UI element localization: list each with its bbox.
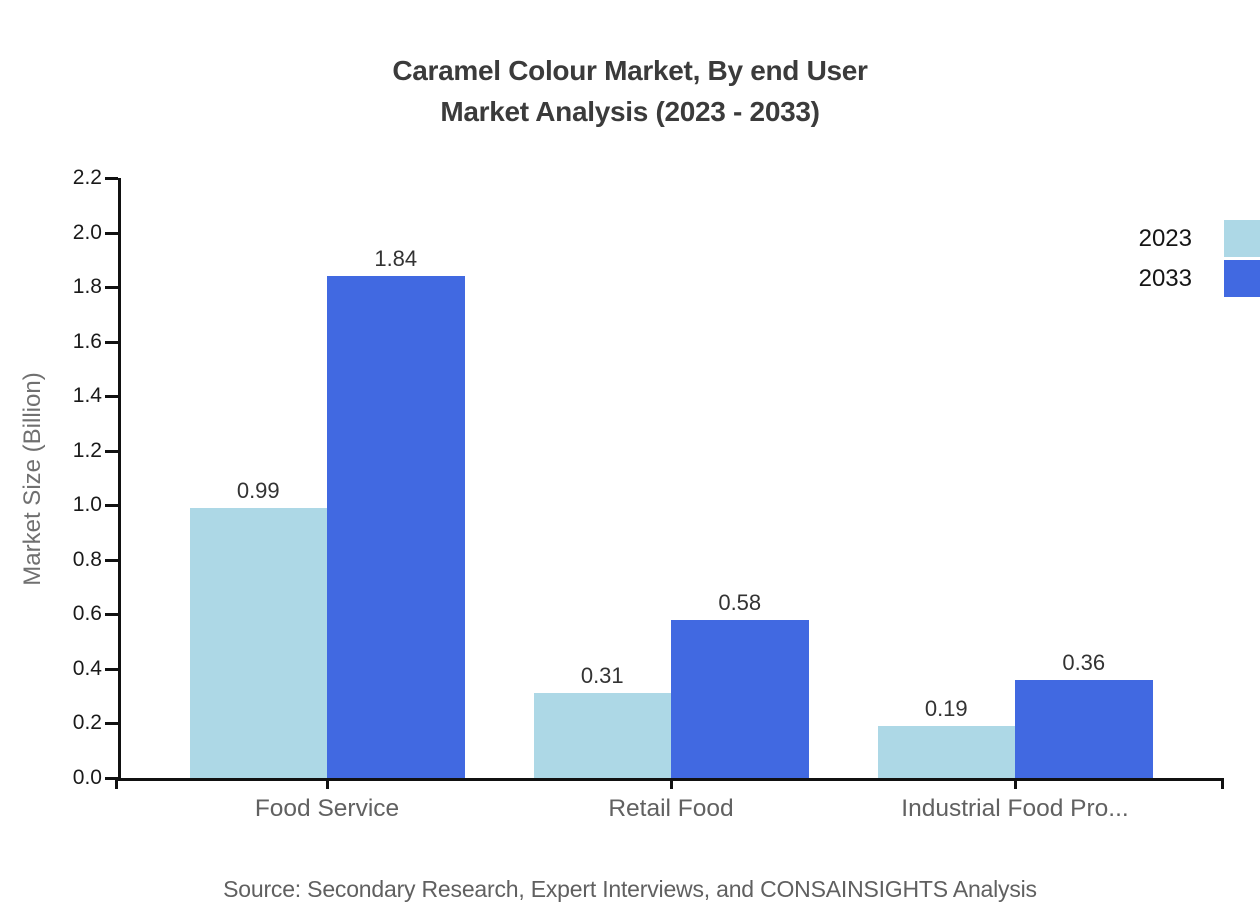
x-tick-mark	[669, 778, 673, 789]
bar-2033	[327, 276, 465, 778]
legend: 2023 2033	[1139, 220, 1260, 300]
legend-label: 2033	[1138, 265, 1192, 292]
bar-value-label: 0.19	[924, 696, 968, 722]
chart-title-line1: Caramel Colour Market, By end User	[392, 55, 868, 86]
bar-value-label: 1.84	[374, 246, 418, 272]
legend-swatch-icon	[1224, 260, 1260, 297]
chart-title: Caramel Colour Market, By end User Marke…	[0, 50, 1260, 132]
x-tick-mark	[325, 778, 329, 789]
legend-item-2033[interactable]: 2033	[1139, 260, 1260, 297]
y-tick-label: 1.4	[72, 384, 102, 408]
y-tick-mark	[105, 613, 118, 617]
y-tick-mark	[105, 395, 118, 399]
bar-value-label: 0.58	[718, 589, 762, 615]
y-tick-mark	[105, 340, 118, 344]
y-tick-label: 0.6	[72, 602, 102, 626]
legend-item-2023[interactable]: 2023	[1139, 220, 1260, 257]
y-tick-mark	[105, 504, 118, 508]
bar-value-label: 0.31	[580, 663, 624, 689]
y-tick-mark	[105, 558, 118, 562]
x-tick-mark	[1013, 778, 1017, 789]
y-tick-label: 2.0	[72, 220, 102, 244]
y-tick-label: 1.0	[72, 493, 102, 517]
x-tick-mark	[115, 778, 118, 789]
y-tick-mark	[105, 667, 118, 671]
x-tick-mark	[1221, 778, 1224, 789]
y-tick-mark	[105, 777, 118, 780]
y-tick-label: 1.6	[72, 329, 102, 353]
category-label: Industrial Food Pro...	[901, 795, 1129, 822]
y-tick-label: 1.8	[72, 275, 102, 299]
bar-value-label: 0.99	[236, 478, 280, 503]
bar-2023	[189, 508, 327, 778]
bar-2023	[533, 693, 671, 778]
y-tick-mark	[105, 286, 118, 290]
source-credit: Source: Secondary Research, Expert Inter…	[223, 876, 1037, 902]
y-tick-mark	[105, 231, 118, 235]
category-label: Retail Food	[608, 795, 734, 822]
y-tick-label: 1.2	[72, 438, 102, 462]
bar-2033	[671, 619, 809, 778]
bar-value-label: 0.36	[1062, 649, 1106, 675]
chart-title-line2: Market Analysis (2023 - 2033)	[440, 96, 820, 127]
bar-2023	[877, 726, 1015, 778]
y-tick-mark	[105, 177, 118, 180]
y-tick-label: 0.8	[72, 547, 102, 571]
bar-2033	[1015, 679, 1153, 778]
y-tick-label: 0.4	[72, 656, 102, 680]
y-tick-label: 0.2	[72, 711, 102, 735]
y-tick-mark	[105, 722, 118, 726]
y-tick-label: 0.0	[72, 766, 102, 789]
legend-label: 2023	[1138, 225, 1192, 252]
category-label: Food Service	[254, 795, 400, 822]
y-tick-mark	[105, 449, 118, 453]
y-tick-label: 2.2	[72, 166, 102, 189]
legend-swatch-icon	[1224, 220, 1260, 257]
